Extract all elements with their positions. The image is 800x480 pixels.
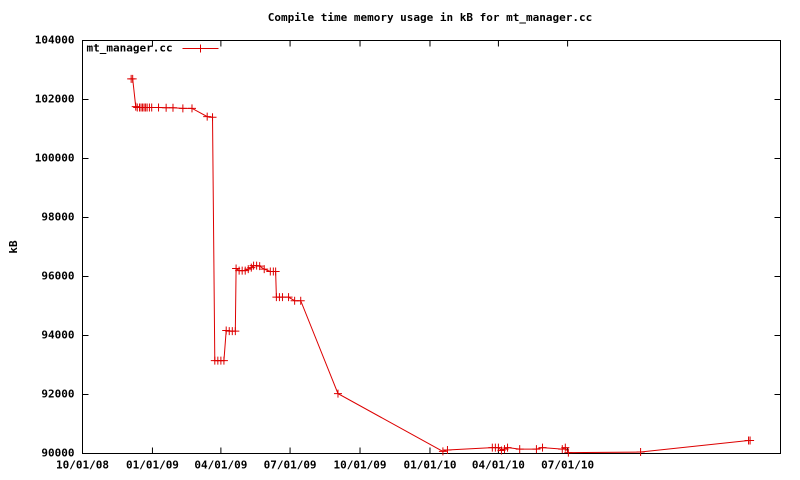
x-tick-label: 04/01/09: [194, 459, 247, 472]
point-marker: [636, 448, 645, 457]
x-tick-label: 07/01/10: [541, 459, 594, 472]
point-marker: [271, 267, 280, 276]
point-marker: [515, 445, 524, 454]
point-marker: [131, 102, 140, 111]
x-tick-label: 10/01/08: [56, 459, 109, 472]
point-marker: [532, 445, 541, 454]
y-tick-label: 92000: [41, 388, 74, 401]
point-marker: [538, 443, 547, 452]
point-marker: [255, 262, 264, 271]
point-marker: [187, 104, 196, 113]
y-tick-label: 98000: [41, 211, 74, 224]
point-marker: [203, 112, 212, 121]
y-axis-label: kB: [7, 240, 20, 254]
point-marker: [503, 443, 512, 452]
point-marker: [443, 445, 452, 454]
point-marker: [219, 356, 228, 365]
point-marker: [333, 389, 342, 398]
point-marker: [208, 113, 217, 122]
chart-title: Compile time memory usage in kB for mt_m…: [268, 11, 593, 24]
x-tick-label: 04/01/10: [472, 459, 525, 472]
point-marker: [128, 74, 137, 83]
legend-swatch: [182, 44, 219, 53]
point-marker: [296, 296, 305, 305]
x-tick-label: 01/01/10: [403, 459, 456, 472]
point-marker: [178, 104, 187, 113]
point-marker: [168, 103, 177, 112]
point-marker: [154, 103, 163, 112]
point-marker: [561, 443, 570, 452]
y-tick-label: 100000: [35, 152, 75, 165]
point-marker: [162, 103, 171, 112]
y-tick-label: 96000: [41, 270, 74, 283]
point-marker: [231, 327, 240, 336]
x-tick-label: 10/01/09: [334, 459, 387, 472]
series-line: [131, 78, 751, 454]
y-tick-label: 102000: [35, 93, 75, 106]
legend-label: mt_manager.cc: [87, 42, 173, 55]
point-marker: [564, 448, 573, 457]
point-marker: [147, 103, 156, 112]
y-tick-label: 90000: [41, 447, 74, 460]
y-tick-label: 94000: [41, 329, 74, 342]
point-marker: [260, 265, 269, 274]
point-marker: [284, 293, 293, 302]
x-tick-label: 01/01/09: [126, 459, 179, 472]
point-marker: [438, 447, 447, 456]
point-marker: [746, 436, 755, 445]
y-tick-label: 104000: [35, 34, 75, 47]
x-tick-label: 07/01/09: [264, 459, 317, 472]
plot-frame: [82, 40, 781, 454]
